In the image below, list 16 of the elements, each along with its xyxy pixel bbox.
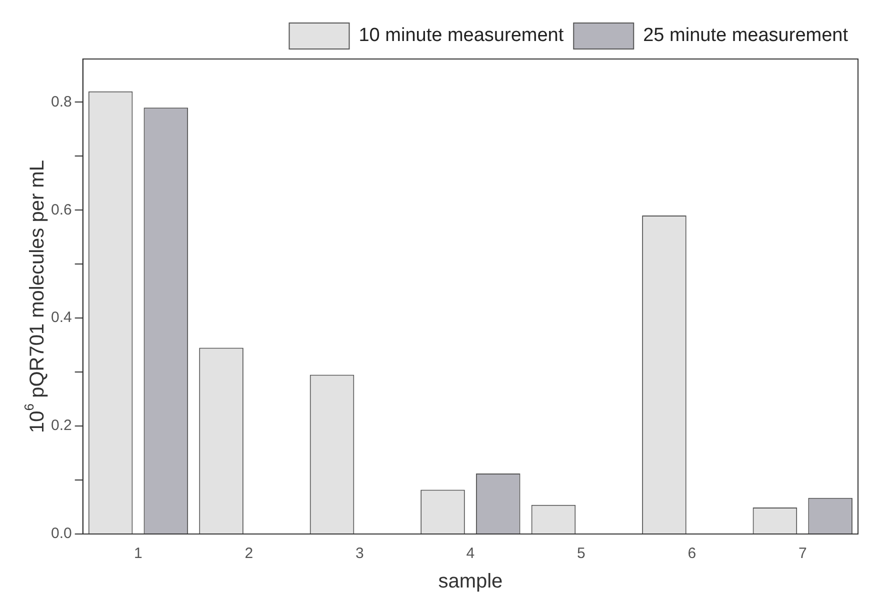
- x-tick-label: 2: [244, 545, 254, 562]
- legend-label: 10 minute measurement: [358, 25, 564, 46]
- y-tick-label: 0.2: [50, 417, 72, 434]
- y-tick-label: 0.4: [50, 309, 72, 326]
- legend-label: 25 minute measurement: [643, 25, 849, 46]
- y-tick-label: 0.8: [50, 93, 72, 110]
- y-tick-label: 0.6: [50, 201, 72, 218]
- y-axis-title: 106 pQR701 molecules per mL: [22, 160, 49, 433]
- x-tick-label: 7: [798, 545, 807, 562]
- x-tick-label: 1: [134, 545, 142, 562]
- x-tick-label: 3: [356, 545, 364, 562]
- x-axis-title: sample: [438, 570, 503, 593]
- x-tick-label: 5: [576, 545, 586, 562]
- x-tick-label: 4: [466, 545, 475, 562]
- x-tick-label: 6: [688, 545, 696, 562]
- y-tick-label: 0.0: [50, 525, 72, 542]
